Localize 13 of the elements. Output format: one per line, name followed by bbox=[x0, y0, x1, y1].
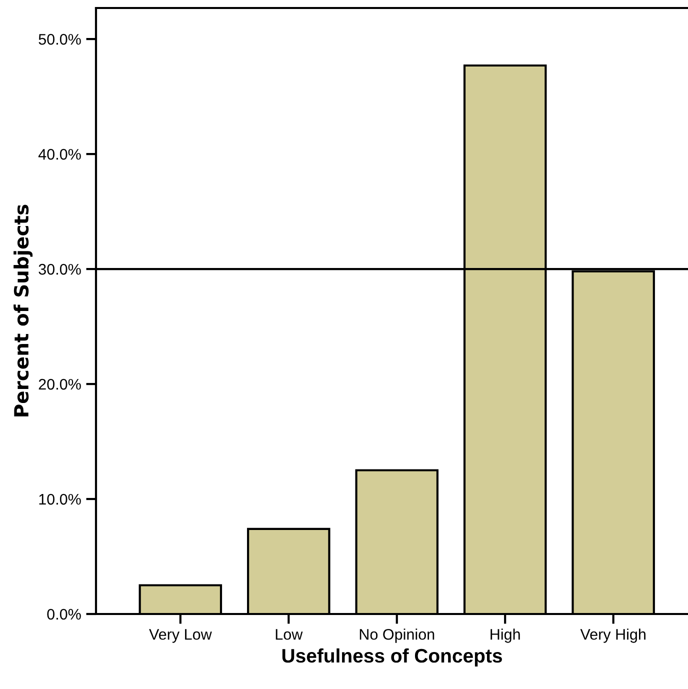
y-tick-label: 30.0% bbox=[38, 264, 81, 275]
y-tick-label: 50.0% bbox=[38, 34, 81, 45]
x-tick-label: High bbox=[490, 628, 520, 643]
x-tick-label: Low bbox=[276, 629, 303, 640]
y-tick-label: 40.0% bbox=[38, 148, 81, 160]
x-tick-label: Very High bbox=[580, 628, 646, 643]
x-axis-title: Usefulness of Concepts bbox=[282, 648, 502, 667]
y-tick-label: 20.0% bbox=[38, 378, 81, 390]
y-tick-label: 10.0% bbox=[39, 494, 81, 505]
x-tick-label: No Opinion bbox=[360, 628, 434, 643]
x-tick-label: Very Low bbox=[149, 629, 212, 643]
y-tick-label: 0.0% bbox=[47, 608, 81, 620]
y-axis-title: Percent of Subjects bbox=[14, 204, 33, 416]
